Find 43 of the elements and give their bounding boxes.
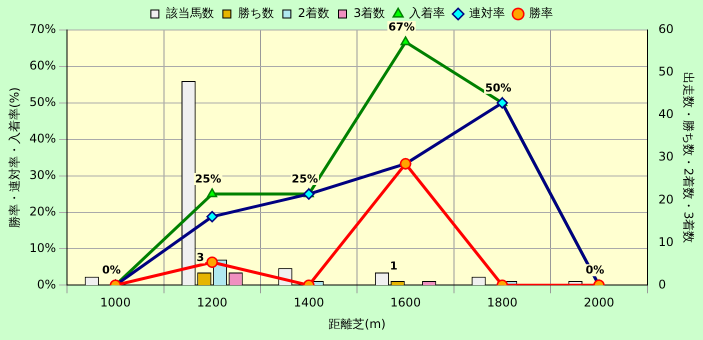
- y-tick-label: 70%: [29, 22, 56, 36]
- y2-tick-label: 0: [658, 277, 666, 292]
- y2-tick-label: 10: [658, 234, 674, 249]
- point: [207, 188, 218, 198]
- y-tick-label: 30%: [29, 168, 56, 182]
- x-tick-label: 1000: [100, 296, 131, 310]
- point: [496, 97, 508, 109]
- y-tick-label: 50%: [29, 95, 56, 110]
- data-label: 3: [196, 250, 204, 264]
- x-tick-label: 1800: [486, 296, 518, 310]
- x-tick-label: 1400: [294, 296, 324, 310]
- x-tick-label: 1200: [196, 296, 228, 310]
- data-label: 25%: [194, 172, 222, 186]
- legend-label: 該当馬数: [166, 6, 214, 20]
- x-tick-label: 2000: [584, 296, 614, 310]
- data-label: 1: [390, 259, 398, 272]
- data-label: 0%: [102, 264, 121, 277]
- legend-label: 勝率: [529, 6, 554, 20]
- y2-tick-label: 30: [658, 150, 674, 164]
- x-axis-title: 距離芝(m): [328, 316, 386, 331]
- legend-label: 勝ち数: [238, 6, 274, 20]
- y-tick-label: 10%: [29, 240, 56, 255]
- y-tick-label: 60%: [29, 58, 56, 73]
- y-tick-label: 0%: [37, 277, 56, 292]
- point: [206, 210, 218, 222]
- y2-tick-label: 60: [658, 22, 674, 36]
- legend-label: 入着率: [409, 6, 446, 20]
- point: [303, 188, 315, 200]
- y-tick-label: 40%: [29, 131, 56, 146]
- data-label: 67%: [388, 20, 415, 34]
- legend-label: 3着数: [354, 6, 386, 20]
- y-axis-title: 勝率・連対率・入着率(%): [7, 87, 22, 228]
- legend-label: 2着数: [298, 6, 330, 20]
- y2-axis-title: 出走数・勝ち数・2着数・3着数: [682, 72, 696, 244]
- data-label: 0%: [586, 264, 604, 277]
- y2-tick-label: 40: [658, 107, 674, 122]
- data-label: 50%: [485, 81, 512, 94]
- y2-tick-label: 50: [658, 64, 674, 79]
- legend-label: 連対率: [469, 6, 506, 20]
- y-tick-label: 20%: [29, 204, 56, 218]
- y2-tick-label: 20: [658, 192, 674, 206]
- x-tick-label: 1600: [390, 296, 421, 310]
- data-label: 25%: [292, 172, 318, 186]
